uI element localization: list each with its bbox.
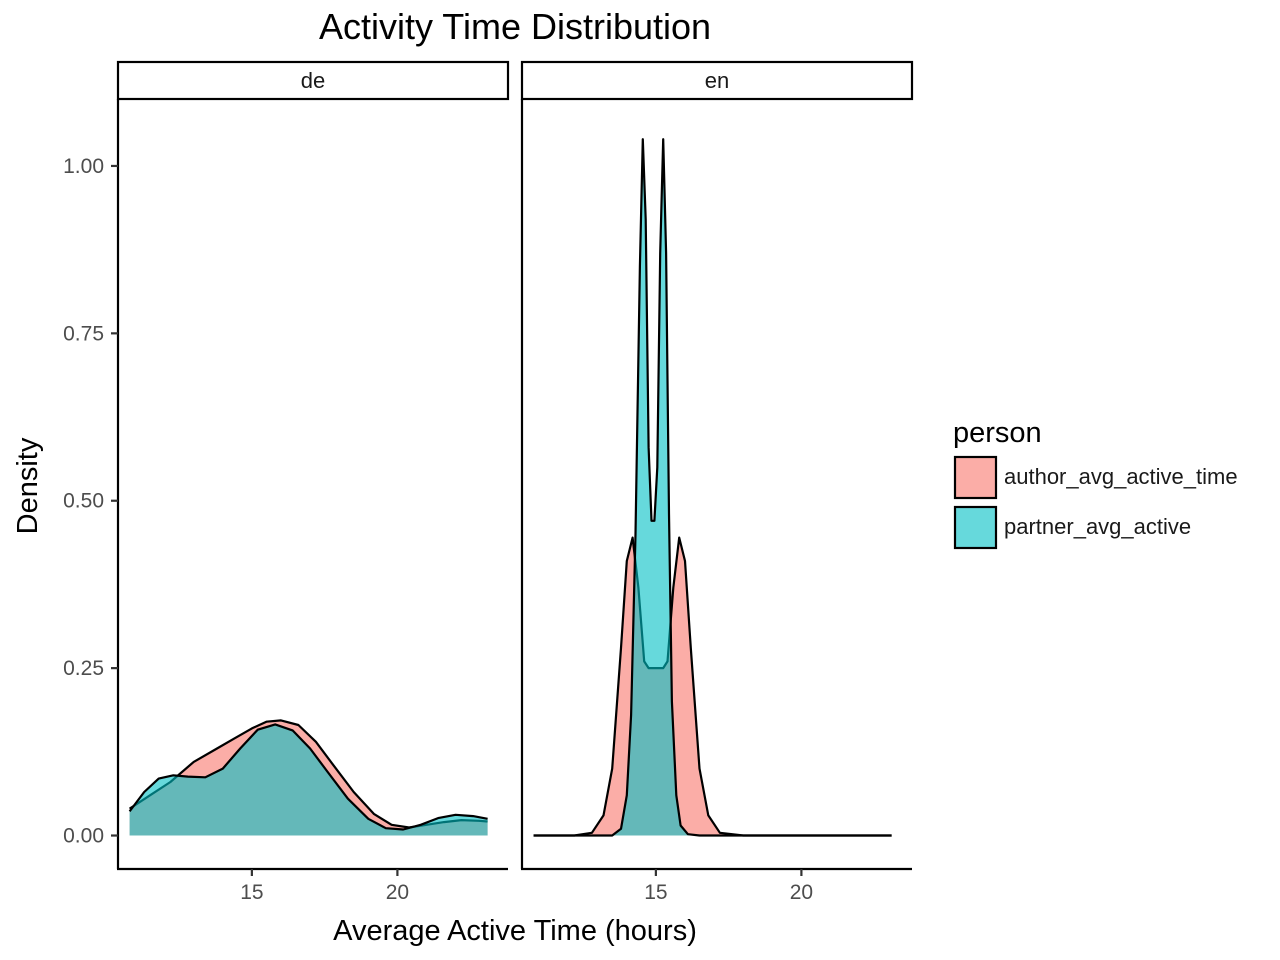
x-tick-label: 15 — [644, 881, 667, 904]
panel-en — [533, 138, 892, 837]
x-axis-ticks: 15 20 15 20 — [240, 869, 813, 904]
chart-title: Activity Time Distribution — [319, 6, 711, 47]
y-tick-label: 0.75 — [63, 322, 104, 345]
panel-de-axes — [116, 99, 508, 871]
legend-key-partner_avg_active — [953, 505, 998, 550]
y-tick-label: 1.00 — [63, 155, 104, 178]
y-tick-label: 0.50 — [63, 490, 104, 513]
density-area-en-author_avg_active_time — [533, 537, 892, 836]
x-tick-label: 20 — [386, 881, 409, 904]
facet-strip-en: en — [520, 60, 914, 101]
legend: person author_avg_active_time partner_avg… — [953, 417, 1238, 550]
x-axis-title: Average Active Time (hours) — [333, 915, 697, 947]
density-area-en-partner_avg_active — [533, 139, 892, 836]
density-line-en-author_avg_active_time — [533, 536, 892, 837]
y-tick-label: 0.25 — [63, 657, 104, 680]
panel-de — [128, 719, 488, 836]
y-tick-label: 0.00 — [63, 825, 104, 848]
y-axis-ticks: 0.00 0.25 0.50 0.75 1.00 — [63, 155, 118, 848]
legend-title: person — [953, 417, 1042, 449]
panel-en-axes — [520, 99, 912, 871]
facet-strip-de: de — [116, 60, 510, 101]
x-tick-label: 20 — [790, 881, 813, 904]
density-area-de-partner_avg_active — [129, 724, 488, 836]
facet-label-en: en — [705, 68, 729, 93]
density-line-en-partner_avg_active — [533, 138, 892, 837]
facet-label-de: de — [301, 68, 325, 93]
legend-label-partner_avg_active: partner_avg_active — [1004, 514, 1191, 539]
x-tick-label: 15 — [240, 881, 263, 904]
legend-key-author_avg_active_time — [953, 455, 998, 500]
legend-label-author_avg_active_time: author_avg_active_time — [1004, 464, 1238, 489]
y-axis-title: Density — [12, 437, 44, 534]
density-line-de-partner_avg_active — [128, 723, 488, 831]
